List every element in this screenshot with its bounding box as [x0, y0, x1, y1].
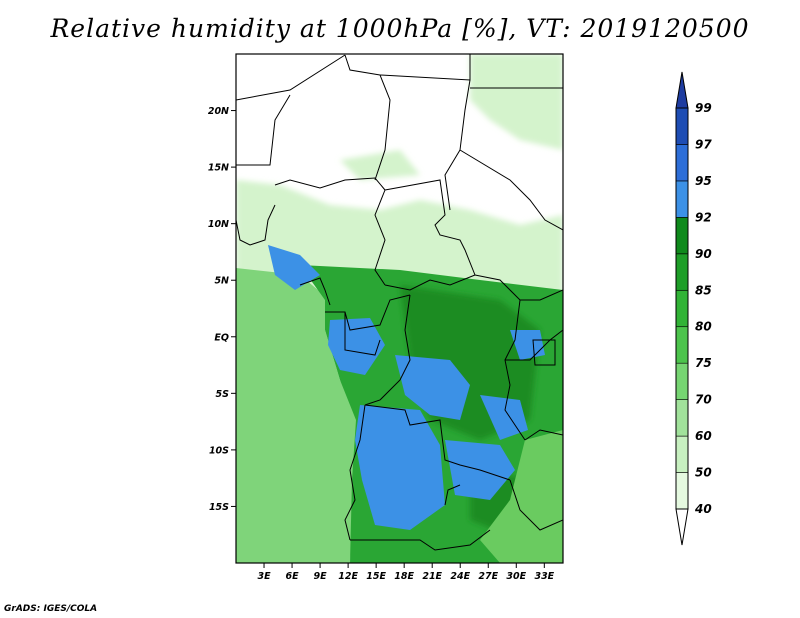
colorbar-bin [675, 435, 689, 473]
colorbar-bin [675, 144, 689, 182]
lat-tick-label: 10S [209, 445, 229, 456]
colorbar-label: 92 [695, 210, 712, 224]
colorbar-bin [675, 508, 689, 546]
lat-tick-label: 5N [214, 276, 229, 287]
lon-tick-label: 6E [286, 571, 300, 582]
colorbar-outline [675, 107, 689, 510]
colorbar-label: 75 [695, 356, 712, 370]
colorbar-label: 80 [695, 320, 712, 334]
lon-tick-label: 18E [394, 571, 414, 582]
colorbar-bin [675, 71, 689, 109]
lon-tick-label: 27E [478, 571, 498, 582]
colorbar-label: 60 [695, 429, 712, 443]
east-africa-humidity [480, 430, 563, 563]
colorbar-bin [675, 180, 689, 218]
lon-tick-label: 30E [506, 571, 526, 582]
colorbar-bin [675, 399, 689, 437]
lon-tick-label: 3E [257, 571, 271, 582]
colorbar-label: 50 [695, 466, 712, 480]
lat-tick-label: 15S [209, 502, 229, 513]
lon-tick-label: 33E [534, 571, 554, 582]
lon-tick-label: 24E [450, 571, 470, 582]
colorbar-label: 99 [695, 101, 712, 115]
colorbar: 40 50 60 70 75 80 85 90 92 95 97 99 [675, 71, 712, 546]
lon-tick-label: 12E [338, 571, 358, 582]
map-frame [235, 53, 564, 564]
lat-tick-label: 10N [208, 219, 229, 230]
colorbar-bin [675, 253, 689, 291]
lat-tick-label: 5S [216, 389, 230, 400]
colorbar-label: 97 [695, 137, 712, 151]
longitude-axis: 3E 6E 9E 12E 15E 18E 21E 24E 27E 30E 33E [257, 563, 555, 582]
lon-tick-label: 9E [314, 571, 328, 582]
colorbar-bin [675, 326, 689, 364]
lat-tick-label: 20N [208, 106, 229, 117]
lat-tick-label: 15N [208, 163, 229, 174]
colorbar-bin [675, 217, 689, 255]
colorbar-label: 85 [695, 283, 712, 297]
atlantic-ocean-humidity [236, 268, 360, 563]
grads-credit: GrADS: IGES/COLA [4, 604, 98, 614]
colorbar-label: 70 [695, 393, 712, 407]
colorbar-bin [675, 289, 689, 328]
colorbar-bin [675, 107, 689, 145]
lon-tick-label: 21E [422, 571, 442, 582]
colorbar-label: 40 [694, 502, 712, 516]
country-borders [236, 54, 563, 551]
latitude-axis: 20N 15N 10N 5N EQ 5S 10S 15S [208, 106, 236, 513]
colorbar-label: 90 [695, 247, 712, 261]
lat-tick-label: EQ [214, 332, 229, 343]
colorbar-bin [675, 362, 689, 400]
map-title: Relative humidity at 1000hPa [%], VT: 20… [50, 14, 750, 43]
humidity-field [236, 54, 563, 563]
colorbar-label: 95 [695, 174, 712, 188]
colorbar-bin [675, 472, 689, 510]
lon-tick-label: 15E [366, 571, 386, 582]
